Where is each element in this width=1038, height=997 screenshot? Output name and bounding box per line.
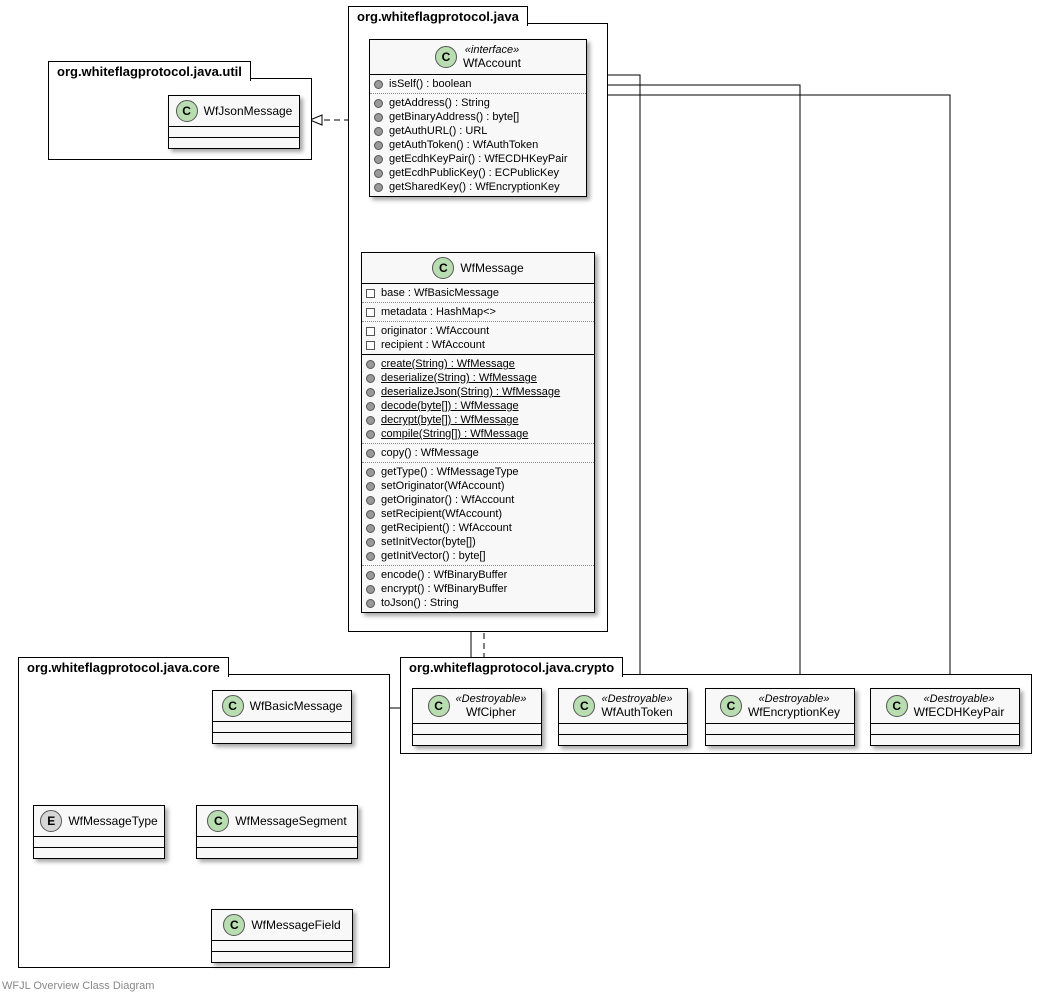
- class-badge-icon: C: [435, 46, 457, 68]
- wfaccount-title: WfAccount: [463, 57, 521, 71]
- package-util-tab: org.whiteflagprotocol.java.util: [48, 61, 251, 81]
- package-main-tab: org.whiteflagprotocol.java: [348, 6, 528, 26]
- diagram-caption: WFJL Overview Class Diagram: [2, 980, 154, 992]
- class-wfecdhkeypair: C «Destroyable» WfECDHKeyPair: [870, 688, 1020, 746]
- class-wfencryptionkey: C «Destroyable» WfEncryptionKey: [705, 688, 855, 746]
- class-wfbasicmessage: C WfBasicMessage: [212, 690, 352, 744]
- class-wfmessagefield: C WfMessageField: [211, 909, 353, 963]
- wfaccount-stereotype: «interface»: [465, 44, 519, 57]
- class-badge-icon: C: [176, 100, 198, 122]
- package-core-tab: org.whiteflagprotocol.java.core: [18, 657, 229, 677]
- class-badge-icon: C: [432, 257, 454, 279]
- class-wfcipher: C «Destroyable» WfCipher: [412, 688, 542, 746]
- package-crypto-tab: org.whiteflagprotocol.java.crypto: [400, 657, 623, 677]
- wfaccount-m: isSelf() : boolean: [389, 77, 472, 91]
- wfmessage-title: WfMessage: [460, 261, 523, 275]
- class-wfauthtoken: C «Destroyable» WfAuthToken: [558, 688, 688, 746]
- class-wfjsonmessage: C WfJsonMessage: [168, 95, 300, 149]
- class-wfaccount: C «interface» WfAccount isSelf() : boole…: [369, 39, 587, 197]
- class-wfmessage: C WfMessage base : WfBasicMessage metada…: [361, 252, 595, 613]
- class-wfmessagesegment: C WfMessageSegment: [196, 805, 358, 859]
- class-wfmessagetype: E WfMessageType: [33, 805, 165, 859]
